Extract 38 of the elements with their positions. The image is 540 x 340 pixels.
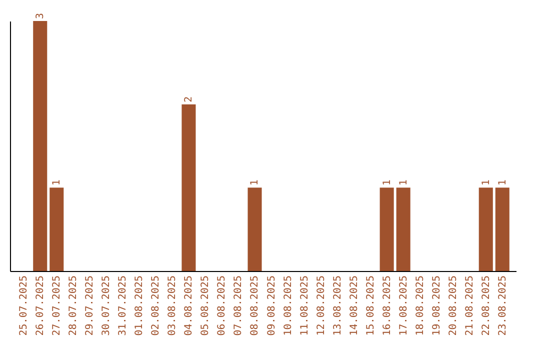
- data-label: 1: [398, 180, 410, 186]
- x-tick-label: 13.08.2025: [332, 276, 344, 336]
- x-tick-label: 18.08.2025: [414, 276, 426, 336]
- x-tick-label: 10.08.2025: [282, 276, 294, 336]
- x-tick-label: 16.08.2025: [382, 276, 393, 336]
- x-tick-label: 25.07.2025: [18, 276, 30, 336]
- x-tick-label: 09.08.2025: [266, 276, 278, 336]
- x-tick-label: 30.07.2025: [101, 276, 112, 336]
- x-tick-label: 15.08.2025: [365, 276, 376, 336]
- x-tick-label: 19.08.2025: [431, 276, 442, 336]
- data-label: 1: [52, 180, 63, 186]
- x-tick-label: 08.08.2025: [250, 276, 261, 336]
- x-tick-label: 27.07.2025: [52, 276, 63, 336]
- x-tick-label: 05.08.2025: [200, 276, 212, 336]
- x-tick-label: 07.08.2025: [233, 276, 244, 336]
- data-label: 2: [184, 96, 195, 102]
- x-tick-label: 28.07.2025: [68, 276, 80, 336]
- x-tick-label: 02.08.2025: [150, 276, 162, 336]
- x-tick-label: 12.08.2025: [316, 276, 327, 336]
- x-tick-label: 29.07.2025: [84, 276, 96, 336]
- x-tick-label: 01.08.2025: [134, 276, 146, 336]
- x-tick-label: 20.08.2025: [448, 276, 459, 336]
- x-tick-label: 26.07.2025: [35, 276, 46, 336]
- data-label: 1: [480, 180, 492, 186]
- x-tick-label: 04.08.2025: [184, 276, 195, 336]
- x-tick-label: 31.07.2025: [118, 276, 129, 336]
- data-label: 3: [35, 12, 46, 19]
- x-tick-label: 06.08.2025: [216, 276, 228, 336]
- data-label: 1: [382, 180, 393, 186]
- x-tick-label: 03.08.2025: [167, 276, 178, 336]
- data-label: 1: [497, 180, 508, 186]
- x-tick-label: 14.08.2025: [348, 276, 360, 336]
- x-tick-label: 23.08.2025: [497, 276, 508, 336]
- x-tick-label: 11.08.2025: [299, 276, 310, 336]
- data-label: 1: [250, 180, 261, 186]
- x-tick-label: 22.08.2025: [480, 276, 492, 336]
- x-tick-label: 17.08.2025: [398, 276, 410, 336]
- x-tick-label: 21.08.2025: [464, 276, 476, 336]
